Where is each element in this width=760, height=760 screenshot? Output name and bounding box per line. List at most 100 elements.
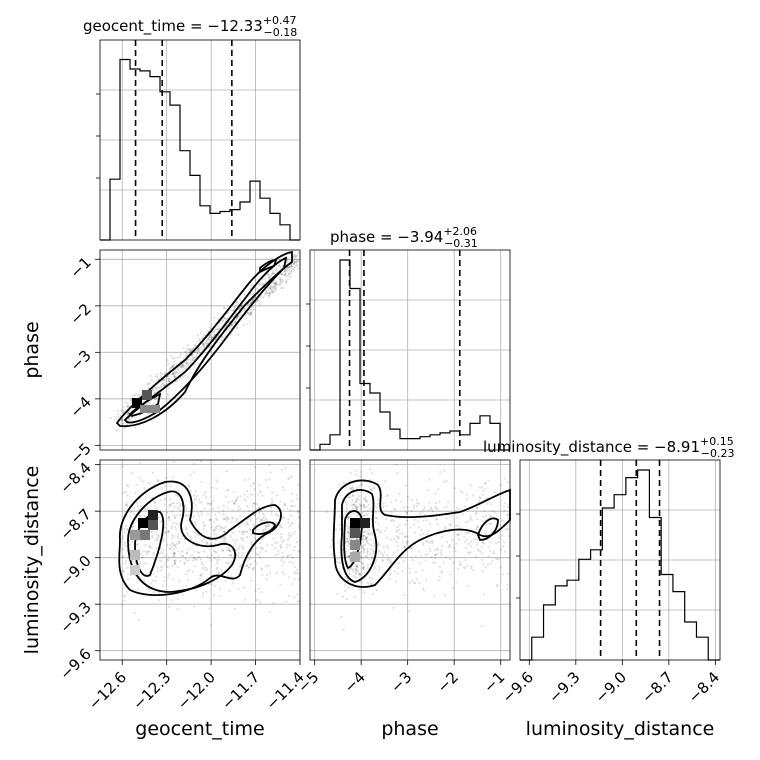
plot-layer: −12.6 −12.3 −12.0 −11.7 −11.4−5 −4 −3 −2 −1−9.6−…: [56, 39, 723, 713]
x-tick-label: −12.0: [174, 668, 219, 713]
sample-point: [258, 302, 261, 306]
sample-point: [355, 576, 358, 579]
sample-point: [223, 530, 226, 533]
x-axis-label-luminosity-distance: luminosity_distance: [526, 718, 715, 740]
sample-point: [279, 532, 282, 536]
sample-point: [210, 583, 214, 586]
sample-point: [275, 571, 279, 574]
y-tick-label: −2: [66, 300, 94, 328]
sample-point: [348, 572, 351, 575]
sample-point: [188, 347, 191, 350]
sample-point: [425, 540, 428, 543]
sample-point: [389, 572, 392, 575]
sample-point: [220, 525, 223, 529]
sample-point: [239, 297, 242, 301]
sample-point: [336, 560, 339, 564]
sample-point: [413, 518, 416, 521]
sample-point: [186, 533, 190, 536]
sample-point: [507, 528, 510, 531]
sample-point: [240, 537, 243, 540]
sample-point: [356, 498, 359, 501]
sample-point: [211, 486, 214, 489]
sample-point: [266, 543, 269, 546]
sample-point: [493, 490, 496, 493]
sample-point: [183, 537, 186, 541]
sample-point: [396, 530, 399, 534]
sample-point: [200, 561, 204, 565]
sample-point: [346, 537, 349, 540]
sample-point: [292, 267, 295, 271]
sample-point: [236, 495, 239, 498]
sample-point: [430, 556, 433, 559]
sample-point: [236, 327, 239, 330]
sample-point: [297, 526, 300, 529]
sample-point: [189, 490, 192, 493]
sample-point: [274, 283, 277, 286]
sample-point: [359, 470, 362, 474]
sample-point: [433, 594, 436, 597]
sample-point: [215, 551, 218, 554]
sample-point: [377, 565, 380, 568]
sample-point: [222, 540, 225, 543]
sample-point: [360, 560, 363, 564]
sample-point: [251, 284, 255, 287]
sample-point: [224, 518, 227, 521]
sample-point: [475, 543, 478, 546]
sample-point: [433, 492, 437, 495]
sample-point: [151, 531, 154, 534]
sample-point: [162, 537, 165, 541]
sample-point: [216, 559, 219, 562]
sample-point: [412, 506, 415, 510]
sample-point: [139, 505, 142, 508]
sample-point: [226, 518, 229, 521]
sample-point: [212, 593, 215, 596]
sample-point: [396, 472, 399, 475]
sample-point: [214, 528, 217, 531]
sample-point: [281, 540, 284, 544]
sample-point: [294, 254, 297, 257]
sample-point: [132, 525, 135, 528]
sample-point: [131, 560, 134, 563]
sample-point: [466, 531, 470, 534]
sample-point: [151, 471, 154, 474]
sample-point: [339, 528, 342, 531]
sample-point: [270, 273, 273, 276]
sample-point: [173, 370, 176, 373]
sample-point: [210, 526, 214, 529]
sample-point: [276, 514, 279, 517]
sample-point: [250, 542, 253, 545]
sample-point: [284, 274, 287, 277]
sample-point: [294, 256, 297, 259]
sample-point: [152, 579, 155, 582]
sample-point: [215, 479, 218, 482]
sample-point: [345, 501, 348, 504]
sample-point: [194, 557, 197, 560]
title-geocent-time: geocent_time = −12.33+0.47 −0.18: [83, 14, 297, 39]
axes-frame: [99, 39, 301, 241]
sample-point: [195, 533, 198, 536]
sample-point: [122, 491, 125, 494]
x-tick-label: −2: [434, 668, 462, 696]
sample-point: [352, 503, 355, 506]
sample-point: [440, 548, 443, 552]
sample-point: [469, 517, 472, 520]
sample-point: [124, 524, 127, 528]
sample-point: [235, 517, 238, 520]
sample-point: [276, 541, 279, 544]
sample-point: [221, 319, 225, 322]
sample-point: [137, 393, 140, 396]
sample-point: [167, 375, 170, 378]
sample-point: [169, 377, 172, 380]
sample-point: [283, 255, 286, 258]
x-tick-label: −12.6: [85, 668, 130, 713]
sample-point: [178, 355, 182, 358]
sample-point: [206, 568, 209, 571]
sample-point: [373, 486, 376, 489]
sample-point: [351, 568, 354, 571]
sample-point: [388, 577, 391, 581]
sample-point: [181, 593, 184, 596]
sample-point: [272, 284, 275, 287]
sample-point: [126, 405, 129, 408]
sample-point: [139, 553, 142, 556]
sample-point: [249, 311, 252, 314]
